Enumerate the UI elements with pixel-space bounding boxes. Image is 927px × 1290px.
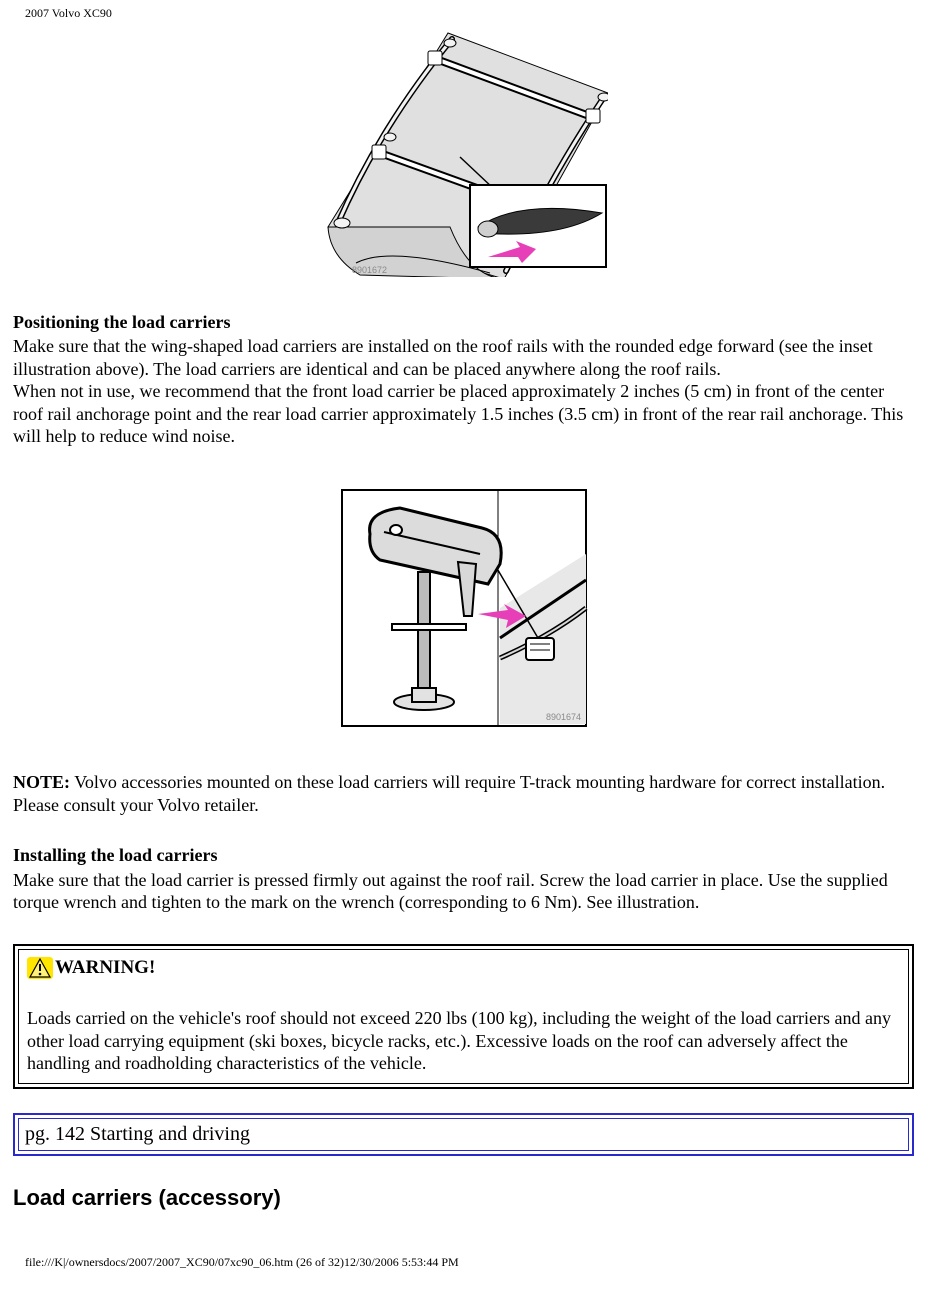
positioning-p1: Make sure that the wing-shaped load carr… [13, 335, 914, 380]
figure-2-wrap: 8901674 [13, 488, 914, 744]
figure-1-partno: 8901672 [352, 265, 387, 275]
figure-1-wrap: 8901672 [13, 27, 914, 283]
doc-header: 2007 Volvo XC90 [25, 6, 914, 21]
footer-path: file:///K|/ownersdocs/2007/2007_XC90/07x… [25, 1255, 914, 1270]
warning-body: Loads carried on the vehicle's roof shou… [27, 1007, 900, 1075]
page-nav-text: pg. 142 Starting and driving [18, 1118, 909, 1151]
warning-box: WARNING! Loads carried on the vehicle's … [13, 944, 914, 1089]
positioning-p2: When not in use, we recommend that the f… [13, 380, 914, 448]
section-h2: Load carriers (accessory) [13, 1184, 914, 1212]
page-nav: pg. 142 Starting and driving [13, 1113, 914, 1156]
positioning-title: Positioning the load carriers [13, 312, 230, 332]
note-label: NOTE: [13, 772, 70, 792]
warning-title: WARNING! [55, 957, 155, 978]
note-paragraph: NOTE: Volvo accessories mounted on these… [13, 771, 914, 816]
figure-1-roof-rails: 8901672 [320, 27, 608, 277]
installing-p1: Make sure that the load carrier is press… [13, 869, 914, 914]
installing-title: Installing the load carriers [13, 845, 218, 865]
figure-2-partno: 8901674 [546, 712, 581, 722]
note-text: Volvo accessories mounted on these load … [13, 772, 885, 815]
warning-icon [27, 957, 53, 979]
figure-2-torque-wrench: 8901674 [340, 488, 588, 738]
